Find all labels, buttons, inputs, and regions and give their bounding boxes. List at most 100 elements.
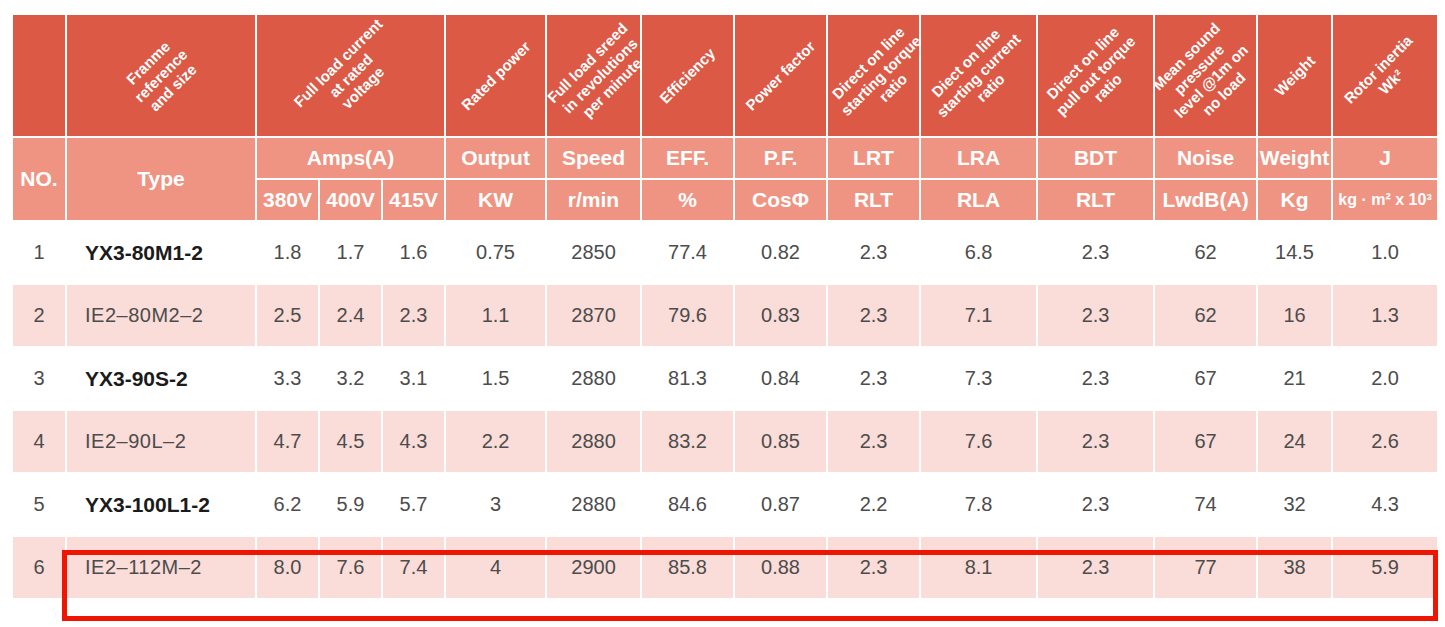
column-unit-lrt: RLT [827,179,920,221]
value-cell: 2.6 [1332,410,1438,473]
value-cell: 2.3 [1037,473,1154,536]
value-cell: 0.83 [734,284,827,347]
value-cell: 62 [1154,221,1257,284]
value-cell: 2880 [546,473,641,536]
table-body: 1YX3-80M1-21.81.71.60.75285077.40.822.36… [12,221,1438,599]
value-cell: 6.2 [256,473,319,536]
column-header-voltage-0: 380V [256,179,319,221]
type-cell: YX3-80M1-2 [66,221,256,284]
value-cell: 81.3 [641,347,734,410]
column-header-j: J [1332,137,1438,179]
value-cell: 74 [1154,473,1257,536]
value-cell: 1.5 [445,347,546,410]
value-cell: 2.3 [827,347,920,410]
diagonal-header-dol-starting-current: Diect on linestarting currentratio [920,14,1037,137]
value-cell: 3.2 [319,347,382,410]
column-header-weight: Weight [1257,137,1332,179]
column-header-amps: Amps(A) [256,137,445,179]
value-cell: 7.6 [319,536,382,599]
value-cell: 2.3 [382,284,445,347]
value-cell: 2.2 [827,473,920,536]
value-cell: 1.0 [1332,221,1438,284]
value-cell: 5.9 [1332,536,1438,599]
value-cell: 1.6 [382,221,445,284]
table-row-5: 5YX3-100L1-26.25.95.73288084.60.872.27.8… [12,473,1438,536]
value-cell: 2.3 [827,284,920,347]
diagonal-header-frame-reference: Franmereferenceand size [66,14,256,137]
value-cell: 24 [1257,410,1332,473]
value-cell: 7.1 [920,284,1037,347]
no-cell: 4 [12,410,66,473]
diagonal-header-weight: Weight [1257,14,1332,137]
column-header-noise: Noise [1154,137,1257,179]
column-unit-bdt: RLT [1037,179,1154,221]
value-cell: 8.1 [920,536,1037,599]
column-header-speed: Speed [546,137,641,179]
value-cell: 2850 [546,221,641,284]
value-cell: 77.4 [641,221,734,284]
value-cell: 7.4 [382,536,445,599]
motor-spec-table: Franmereferenceand size Full load current… [11,13,1439,600]
no-cell: 3 [12,347,66,410]
value-cell: 0.87 [734,473,827,536]
value-cell: 2.3 [827,536,920,599]
table-row-4: 4IE2–90L–24.74.54.32.2288083.20.852.37.6… [12,410,1438,473]
table-row-1: 1YX3-80M1-21.81.71.60.75285077.40.822.36… [12,221,1438,284]
value-cell: 2.3 [827,410,920,473]
value-cell: 3.3 [256,347,319,410]
value-cell: 0.75 [445,221,546,284]
no-cell: 5 [12,473,66,536]
catalog-page: Franmereferenceand size Full load current… [0,0,1445,627]
value-cell: 14.5 [1257,221,1332,284]
value-cell: 2870 [546,284,641,347]
diagonal-header-efficiency-label: Efficiency [656,44,719,107]
value-cell: 83.2 [641,410,734,473]
value-cell: 8.0 [256,536,319,599]
table-row-3: 3YX3-90S-23.33.23.11.5288081.30.842.37.3… [12,347,1438,410]
diagonal-header-frame-reference-label: Franmereferenceand size [118,33,203,118]
value-cell: 0.88 [734,536,827,599]
column-unit-speed: r/min [546,179,641,221]
value-cell: 79.6 [641,284,734,347]
column-header-eff: EFF. [641,137,734,179]
diagonal-header-rotor-inertia-label: Rotor inertiaWk² [1341,31,1429,119]
column-unit-j: kg · m² x 10³ [1332,179,1438,221]
diagonal-header-full-load-current: Full load currentat ratedvoltage [256,14,445,137]
diagonal-header-power-factor: Power factor [734,14,827,137]
value-cell: 2.2 [445,410,546,473]
column-header-lra: LRA [920,137,1037,179]
no-cell: 2 [12,284,66,347]
value-cell: 67 [1154,347,1257,410]
column-header-lrt: LRT [827,137,920,179]
diagonal-header-dol-pull-out-torque: Direct on linepull out torqueratio [1037,14,1154,137]
value-cell: 1.8 [256,221,319,284]
value-cell: 0.85 [734,410,827,473]
column-unit-weight: Kg [1257,179,1332,221]
type-cell: YX3-90S-2 [66,347,256,410]
diagonal-header-mean-sound-pressure-label: Mean soundpressurelevel @1m onno load [1154,16,1257,134]
table-row-2: 2IE2–80M2–22.52.42.31.1287079.60.832.37.… [12,284,1438,347]
type-cell: IE2–80M2–2 [66,284,256,347]
diagonal-header-row: Franmereferenceand size Full load current… [12,14,1438,137]
value-cell: 6.8 [920,221,1037,284]
value-cell: 16 [1257,284,1332,347]
value-cell: 2880 [546,347,641,410]
value-cell: 0.82 [734,221,827,284]
value-cell: 2.3 [1037,284,1154,347]
value-cell: 7.8 [920,473,1037,536]
table-row-6-highlighted: 6IE2–112M–28.07.67.44290085.80.882.38.12… [12,536,1438,599]
column-header-bdt: BDT [1037,137,1154,179]
value-cell: 2.3 [1037,536,1154,599]
column-header-pf: P.F. [734,137,827,179]
value-cell: 32 [1257,473,1332,536]
value-cell: 2.3 [1037,410,1154,473]
diagonal-header-dol-starting-torque: Direct on linestarting torqueratio [827,14,920,137]
diagonal-header-dol-starting-current-label: Diect on linestarting currentratio [921,17,1037,133]
column-header-type: Type [66,137,256,221]
diagonal-header-full-load-speed-label: Full load sreedin revolutionsper minute [546,19,641,131]
value-cell: 2.4 [319,284,382,347]
value-cell: 2880 [546,410,641,473]
value-cell: 2.3 [1037,221,1154,284]
value-cell: 4.5 [319,410,382,473]
type-cell: IE2–90L–2 [66,410,256,473]
